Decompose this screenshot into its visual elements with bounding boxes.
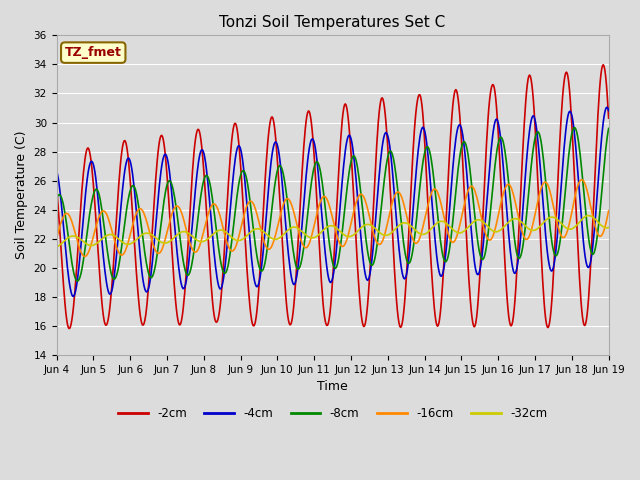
-8cm — [401, 246, 408, 252]
-16cm — [205, 208, 213, 214]
-16cm — [52, 236, 60, 241]
-2cm — [605, 115, 612, 121]
Line: -16cm: -16cm — [56, 180, 609, 256]
-16cm — [401, 204, 408, 209]
-16cm — [176, 206, 184, 212]
-32cm — [416, 231, 424, 237]
Y-axis label: Soil Temperature (C): Soil Temperature (C) — [15, 131, 28, 259]
-32cm — [205, 235, 212, 241]
-4cm — [70, 294, 77, 300]
-32cm — [52, 244, 60, 250]
-8cm — [605, 126, 612, 132]
-32cm — [605, 225, 612, 230]
Legend: -2cm, -4cm, -8cm, -16cm, -32cm: -2cm, -4cm, -8cm, -16cm, -32cm — [113, 402, 552, 425]
-32cm — [175, 230, 183, 236]
-8cm — [570, 125, 578, 131]
-16cm — [63, 210, 70, 216]
-8cm — [417, 178, 424, 184]
-8cm — [63, 221, 70, 227]
-2cm — [120, 138, 128, 144]
-4cm — [63, 256, 70, 262]
Line: -8cm: -8cm — [56, 128, 609, 281]
-2cm — [66, 325, 74, 331]
-4cm — [176, 275, 184, 281]
Line: -32cm: -32cm — [56, 216, 609, 247]
-32cm — [63, 236, 70, 242]
-16cm — [417, 233, 424, 239]
-16cm — [605, 208, 612, 214]
-16cm — [81, 253, 89, 259]
-2cm — [52, 183, 60, 189]
-2cm — [401, 302, 408, 308]
X-axis label: Time: Time — [317, 380, 348, 393]
-2cm — [63, 315, 70, 321]
-32cm — [120, 240, 127, 246]
-2cm — [176, 322, 184, 327]
-2cm — [600, 62, 607, 68]
Line: -2cm: -2cm — [56, 65, 609, 328]
-4cm — [52, 168, 60, 173]
-4cm — [417, 131, 424, 137]
-8cm — [176, 236, 184, 242]
-32cm — [400, 220, 408, 226]
-8cm — [205, 178, 213, 184]
-4cm — [205, 195, 213, 201]
-16cm — [578, 177, 586, 182]
-4cm — [401, 276, 408, 282]
Text: TZ_fmet: TZ_fmet — [65, 46, 122, 59]
-4cm — [604, 104, 611, 110]
-4cm — [605, 108, 612, 113]
-2cm — [205, 255, 213, 261]
-2cm — [417, 94, 424, 99]
Line: -4cm: -4cm — [56, 107, 609, 297]
-8cm — [74, 278, 81, 284]
-16cm — [120, 250, 128, 256]
-8cm — [120, 225, 128, 231]
-8cm — [52, 196, 60, 202]
-4cm — [120, 173, 128, 179]
Title: Tonzi Soil Temperatures Set C: Tonzi Soil Temperatures Set C — [220, 15, 445, 30]
-32cm — [585, 213, 593, 218]
